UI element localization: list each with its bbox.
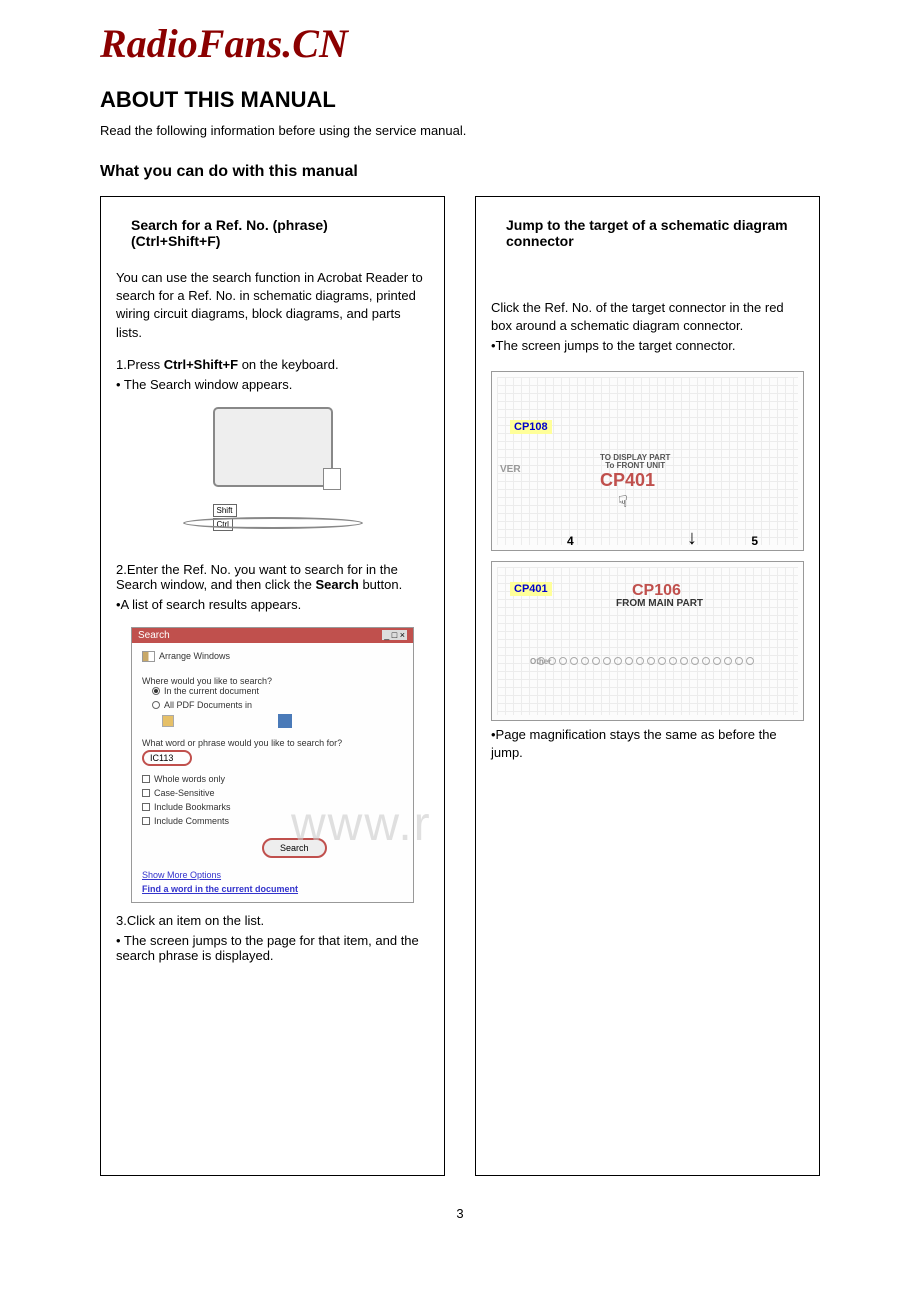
display-part-label: TO DISPLAY PART To FRONT UNIT bbox=[600, 454, 670, 470]
show-more-link[interactable]: Show More Options bbox=[142, 870, 403, 880]
cb-bookmarks-label[interactable]: Include Bookmarks bbox=[154, 802, 231, 812]
cursor-icon: ☟ bbox=[618, 492, 628, 512]
left-box-title: Search for a Ref. No. (phrase) (Ctrl+Shi… bbox=[116, 217, 429, 249]
schematic-diagram-1: CP108 VER TO DISPLAY PART To FRONT UNIT … bbox=[491, 371, 804, 551]
radio-current-doc[interactable] bbox=[152, 687, 160, 695]
arrange-label[interactable]: Arrange Windows bbox=[159, 651, 230, 661]
cb-case-sensitive[interactable] bbox=[142, 789, 150, 797]
cb-whole-words[interactable] bbox=[142, 775, 150, 783]
search-where-label: Where would you like to search? bbox=[142, 676, 403, 686]
sub-heading: What you can do with this manual bbox=[100, 163, 820, 181]
schematic-diagram-2: CP401 CP106 FROM MAIN PART Other bbox=[491, 561, 804, 721]
window-controls-icon[interactable]: _ □ × bbox=[382, 630, 407, 640]
col-num-5: 5 bbox=[751, 534, 758, 548]
connector-cp401-red[interactable]: CP401 bbox=[600, 470, 655, 491]
cb-comments[interactable] bbox=[142, 817, 150, 825]
cb-whole-words-label[interactable]: Whole words only bbox=[154, 774, 225, 784]
dialog-titlebar: Search _ □ × bbox=[132, 628, 413, 643]
cb-case-sensitive-label[interactable]: Case-Sensitive bbox=[154, 788, 215, 798]
dropdown-icon[interactable] bbox=[278, 714, 292, 728]
from-main-label: FROM MAIN PART bbox=[616, 598, 703, 609]
content-columns: www.r Search for a Ref. No. (phrase) (Ct… bbox=[100, 196, 820, 1176]
cb-bookmarks[interactable] bbox=[142, 803, 150, 811]
folder-icon[interactable] bbox=[162, 715, 174, 727]
intro-text: Read the following information before us… bbox=[100, 123, 820, 138]
search-button[interactable]: Search bbox=[262, 838, 327, 858]
search-input[interactable]: IC113 bbox=[142, 750, 192, 766]
laptop-dialog-icon bbox=[323, 468, 341, 490]
search-phrase-label: What word or phrase would you like to se… bbox=[142, 738, 403, 748]
step-2: 2.Enter the Ref. No. you want to search … bbox=[116, 562, 429, 592]
opt-all-pdf[interactable]: All PDF Documents in bbox=[164, 700, 252, 710]
step2-emphasis: Search bbox=[315, 577, 358, 592]
shift-key-label: Shift bbox=[213, 504, 237, 517]
pin-circles bbox=[537, 657, 754, 665]
right-box-footer: •Page magnification stays the same as be… bbox=[491, 726, 804, 762]
connector-cp401-box[interactable]: CP401 bbox=[510, 582, 552, 596]
connector-cp108[interactable]: CP108 bbox=[510, 420, 552, 434]
step1-prefix: 1.Press bbox=[116, 357, 164, 372]
right-column: adiofans.cn Jump to the target of a sche… bbox=[475, 196, 820, 1176]
left-box-desc: You can use the search function in Acrob… bbox=[116, 269, 429, 342]
step-3: 3.Click an item on the list. bbox=[116, 913, 429, 928]
find-word-link[interactable]: Find a word in the current document bbox=[142, 884, 403, 894]
step1-key: Ctrl+Shift+F bbox=[164, 357, 238, 372]
laptop-illustration: Shift Ctrl bbox=[116, 407, 429, 547]
acrobat-search-dialog: Search _ □ × Arrange Windows Where would… bbox=[131, 627, 414, 903]
step2-bullet: •A list of search results appears. bbox=[116, 597, 429, 612]
step-1: 1.Press Ctrl+Shift+F on the keyboard. bbox=[116, 357, 429, 372]
main-heading: ABOUT THIS MANUAL bbox=[100, 87, 820, 113]
site-title: RadioFans.CN bbox=[100, 20, 820, 67]
step2-suffix: button. bbox=[359, 577, 402, 592]
radio-all-pdf[interactable] bbox=[152, 701, 160, 709]
step1-bullet: • The Search window appears. bbox=[116, 377, 429, 392]
left-column: www.r Search for a Ref. No. (phrase) (Ct… bbox=[100, 196, 445, 1176]
right-box-desc: Click the Ref. No. of the target connect… bbox=[491, 299, 804, 335]
cb-comments-label[interactable]: Include Comments bbox=[154, 816, 229, 826]
opt-current-doc[interactable]: In the current document bbox=[164, 686, 259, 696]
arrange-windows-icon[interactable] bbox=[142, 651, 155, 662]
step1-suffix: on the keyboard. bbox=[238, 357, 338, 372]
step3-bullet: • The screen jumps to the page for that … bbox=[116, 933, 429, 963]
col-num-4: 4 bbox=[567, 534, 574, 548]
page-number: 3 bbox=[100, 1206, 820, 1221]
dialog-title: Search bbox=[138, 630, 170, 641]
right-box-bullet: •The screen jumps to the target connecto… bbox=[491, 337, 804, 355]
right-box-title: Jump to the target of a schematic diagra… bbox=[491, 217, 804, 249]
arrow-down-icon: ↓ bbox=[687, 527, 697, 550]
ver-label: VER bbox=[500, 464, 521, 475]
